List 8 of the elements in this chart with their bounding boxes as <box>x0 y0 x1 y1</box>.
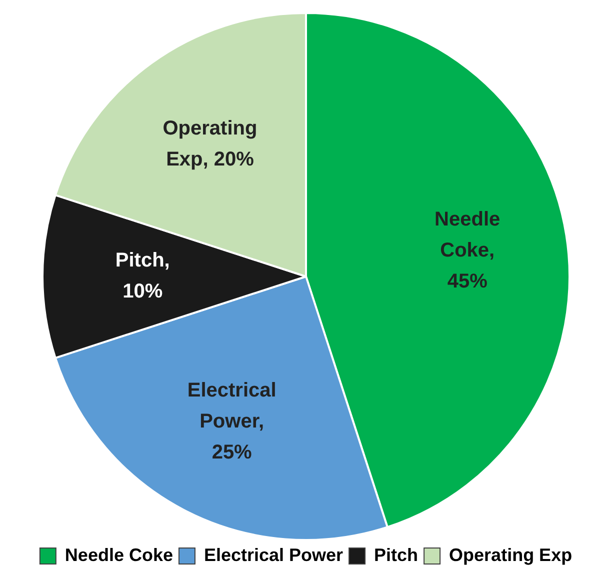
legend-label: Electrical Power <box>204 544 344 565</box>
data-label: Pitch, 10% <box>115 250 170 303</box>
legend-label: Needle Coke <box>64 544 173 565</box>
data-label: Electrical Power, 25% <box>187 380 276 464</box>
legend-label: Operating Exp <box>449 544 572 565</box>
data-label: Needle Coke, 45% <box>434 208 500 292</box>
legend-label: Pitch <box>374 544 418 565</box>
data-label: Operating Exp, 20% <box>162 117 258 170</box>
